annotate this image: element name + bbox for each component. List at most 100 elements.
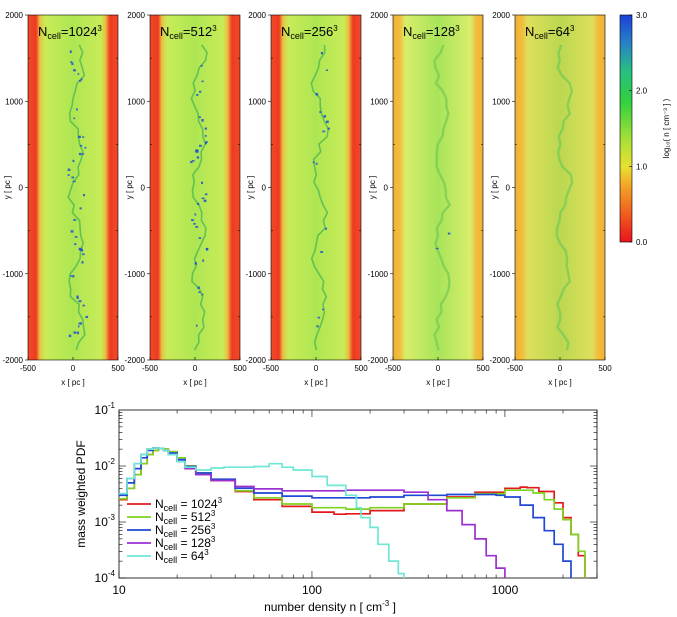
legend-entry: Ncell = 1283 (155, 535, 216, 552)
density-map-1024: Ncell=10243 2000 1000 0 -1000 -2000-500 0 500 x … (3, 11, 126, 387)
label-part: cell (47, 31, 61, 41)
y-tick-label: -2000 (246, 356, 267, 365)
label-part: =128 (426, 24, 455, 39)
label-part: N (155, 510, 164, 524)
dense-clump (201, 181, 203, 185)
x-tick-label: -500 (20, 364, 37, 373)
dense-clump (77, 73, 80, 75)
y-tick-label: 10-2 (95, 457, 116, 473)
y-tick-label: -2000 (490, 356, 511, 365)
y-tick-label: 1000 (127, 97, 145, 106)
dense-clump (198, 116, 201, 118)
label-part: -3 (382, 599, 390, 608)
dense-clump (194, 262, 198, 265)
dense-clump (204, 134, 207, 137)
colorbar-tick-label: 0.0 (636, 238, 648, 247)
y-tick-label: 0 (262, 184, 267, 193)
dense-clump (195, 226, 199, 228)
label-part: = 256 (177, 523, 211, 537)
dense-clump (76, 295, 79, 298)
dense-clump (317, 316, 321, 319)
dense-clump (79, 145, 83, 147)
plot-frame (118, 409, 598, 579)
x-axis-label: x [ pc ] (548, 378, 572, 387)
x-tick-label: -500 (385, 364, 402, 373)
x-tick-label: 100 (302, 583, 322, 597)
dense-clump (72, 159, 75, 163)
dense-clump (80, 78, 83, 81)
panel-label: Ncell=1283 (403, 24, 460, 41)
dense-clump (199, 90, 202, 93)
legend-entry: Ncell = 5123 (155, 509, 216, 526)
dense-clump (85, 315, 89, 319)
map-image (393, 15, 483, 360)
dense-clump (78, 300, 82, 303)
x-tick-label: 500 (233, 364, 247, 373)
x-axis-label: x [ pc ] (183, 378, 207, 387)
label-part: 10 (95, 403, 109, 417)
y-axis-label: mass weighted PDF (74, 440, 88, 547)
density-map-512: Ncell=5123 2000 1000 0 -1000 -2000-500 0 500 x [… (125, 11, 248, 387)
dense-clump (322, 308, 324, 311)
dense-clump (206, 248, 209, 251)
label-part: cell (164, 555, 178, 565)
density-map-64: Ncell=643 2000 1000 0 -1000 -2000-500 0 500 x [ … (490, 11, 613, 387)
label-part: N (155, 549, 164, 563)
dense-clump (76, 297, 79, 299)
label-part: number density n [ cm (264, 600, 382, 614)
y-tick-label: -2000 (125, 356, 146, 365)
x-tick-label: -500 (142, 364, 159, 373)
label-part: -1 (108, 401, 116, 410)
dense-clump (70, 61, 73, 64)
dense-clump (193, 222, 196, 225)
label-part: =64 (548, 24, 570, 39)
x-axis-label: number density n [ cm-3 ] (264, 599, 396, 614)
y-tick-label: -1000 (125, 270, 146, 279)
x-tick-label: 0 (436, 364, 441, 373)
x-axis-label: x [ pc ] (426, 378, 450, 387)
dense-clump (198, 237, 202, 239)
dense-clump (201, 293, 204, 296)
dense-clump (312, 161, 315, 164)
dense-clump (73, 69, 76, 72)
dense-clump (197, 202, 200, 206)
filament-ribbon (310, 44, 330, 351)
label-part: = 128 (177, 536, 211, 550)
dense-clump (204, 127, 207, 130)
y-axis-label: y [ pc ] (246, 176, 255, 200)
dense-clump (83, 194, 86, 197)
dense-clump (72, 180, 76, 183)
dense-clump (69, 50, 72, 53)
map-image (150, 15, 240, 360)
dense-clump (196, 94, 199, 96)
dense-clump (197, 286, 200, 289)
dense-clump (320, 251, 324, 253)
dense-clump (67, 174, 70, 176)
x-tick-label: 500 (354, 364, 368, 373)
density-map-256: Ncell=2563 2000 1000 0 -1000 -2000-500 0 500 x [… (246, 11, 369, 387)
dense-clump (191, 160, 195, 162)
dense-clump (319, 111, 322, 113)
dense-clump (435, 247, 439, 250)
dense-clump (325, 227, 327, 230)
x-tick-label: 500 (111, 364, 125, 373)
y-tick-label: 1000 (5, 97, 23, 106)
label-part: = 512 (177, 510, 211, 524)
label-part: 10 (95, 515, 109, 529)
dense-clump (325, 69, 329, 71)
y-tick-label: 2000 (5, 11, 23, 20)
y-tick-label: -1000 (3, 270, 24, 279)
dense-clump (195, 324, 198, 327)
colorbar: 3.0 2.0 1.0 0.0 log₁₀( n [ cm⁻³ ] ) (619, 11, 671, 247)
y-tick-label: 10-3 (95, 513, 116, 529)
label-part: cell (164, 529, 178, 539)
dense-clump (80, 322, 82, 325)
dense-clump (194, 213, 197, 216)
y-tick-label: -1000 (490, 270, 511, 279)
y-axis-label: y [ pc ] (125, 176, 134, 200)
x-tick-label: 0 (193, 364, 198, 373)
dense-clump (70, 230, 74, 233)
dense-clump (204, 193, 208, 196)
colorbar-tick-label: 1.0 (636, 162, 648, 171)
label-part: 3 (211, 535, 216, 544)
